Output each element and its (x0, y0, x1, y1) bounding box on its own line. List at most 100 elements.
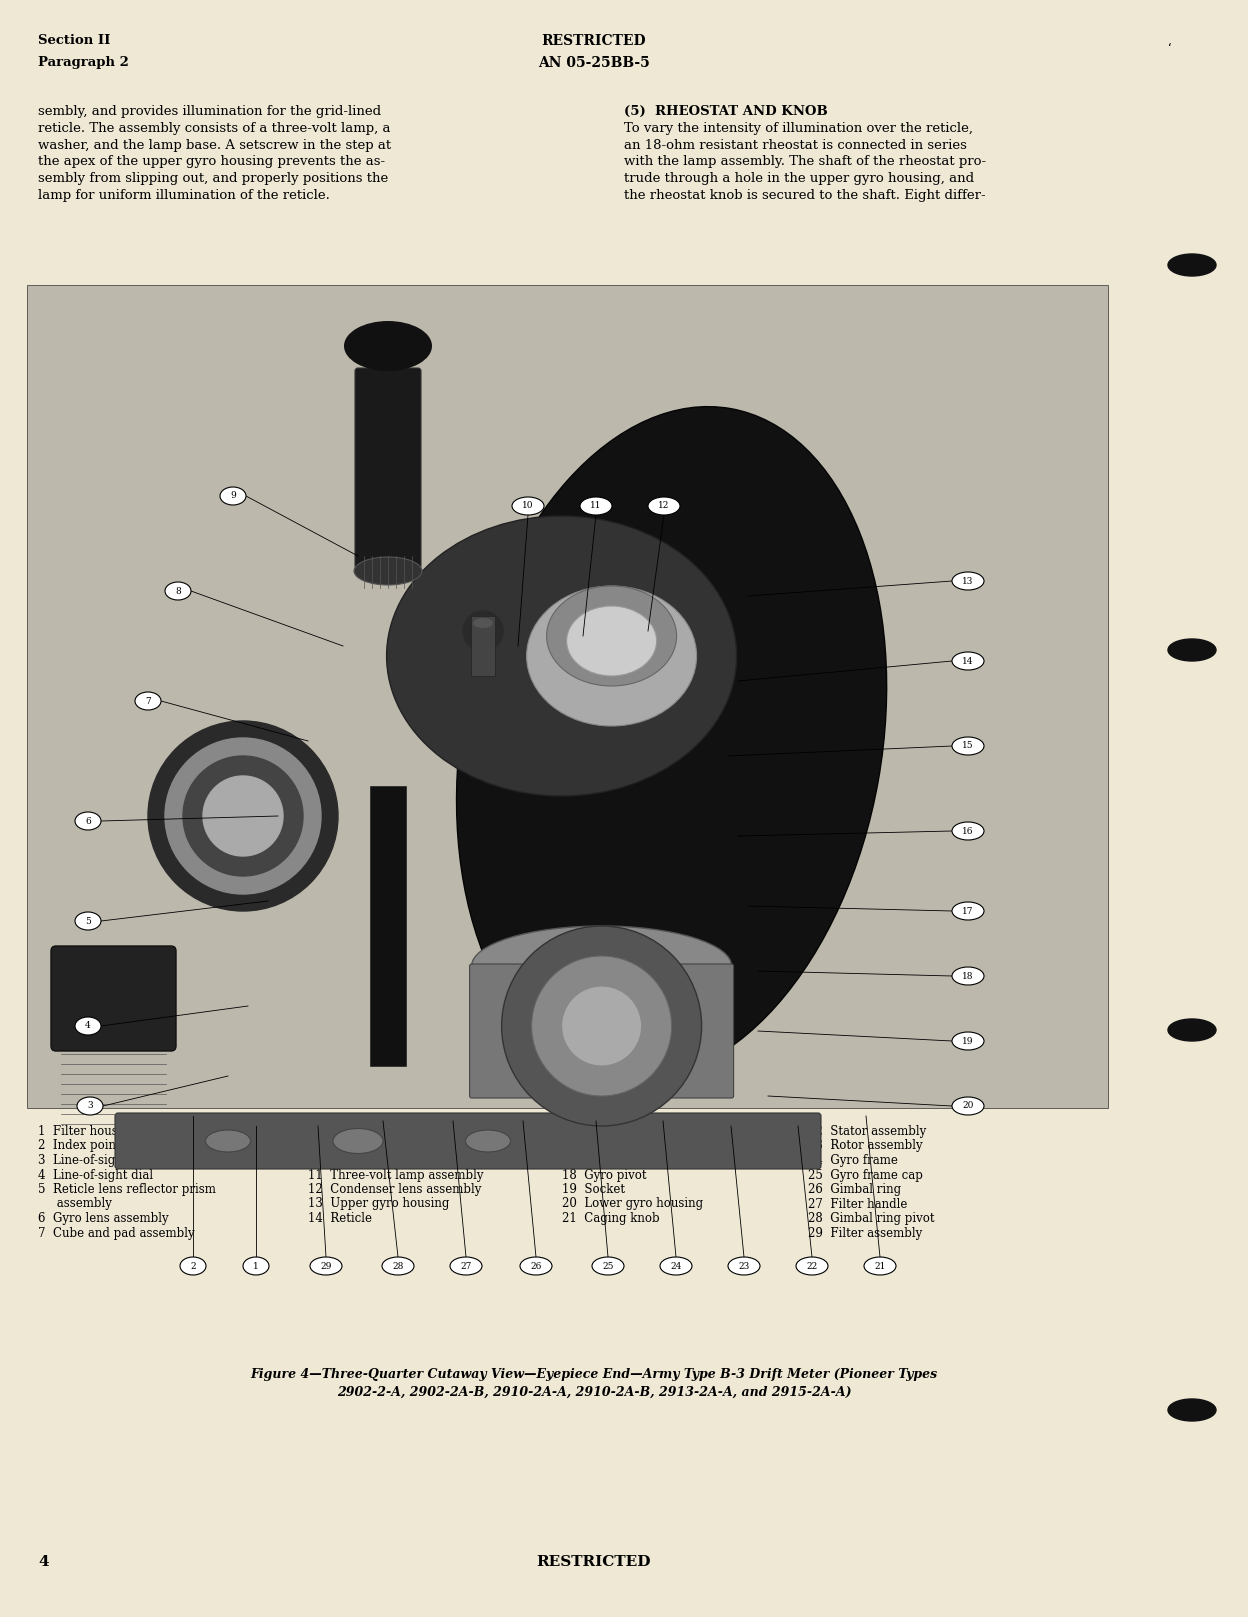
Text: 6: 6 (85, 817, 91, 826)
Ellipse shape (952, 902, 983, 920)
Ellipse shape (77, 1096, 104, 1116)
Text: 9: 9 (230, 492, 236, 501)
Text: 2902-2-A, 2902-2A-B, 2910-2A-A, 2910-2A-B, 2913-2A-A, and 2915-2A-A): 2902-2-A, 2902-2A-B, 2910-2A-A, 2910-2A-… (337, 1386, 851, 1399)
Bar (27, 286, 1108, 1108)
Text: reticle. The assembly consists of a three-volt lamp, a: reticle. The assembly consists of a thre… (37, 121, 391, 134)
Text: 12  Condenser lens assembly: 12 Condenser lens assembly (308, 1184, 482, 1197)
Text: (5)  RHEOSTAT AND KNOB: (5) RHEOSTAT AND KNOB (624, 105, 832, 118)
Text: 16  Erection system assembly: 16 Erection system assembly (562, 1140, 739, 1153)
Text: 13: 13 (962, 577, 973, 585)
Text: 27: 27 (461, 1261, 472, 1271)
Ellipse shape (354, 556, 422, 585)
Ellipse shape (75, 1017, 101, 1035)
Text: Figure 4—Three-Quarter Cutaway View—Eyepiece End—Army Type B-3 Drift Meter (Pion: Figure 4—Three-Quarter Cutaway View—Eyep… (251, 1368, 937, 1381)
Ellipse shape (532, 956, 671, 1096)
Text: 7  Cube and pad assembly: 7 Cube and pad assembly (37, 1227, 195, 1240)
Text: 21  Caging knob: 21 Caging knob (562, 1213, 660, 1226)
Ellipse shape (660, 1256, 691, 1274)
Ellipse shape (864, 1256, 896, 1274)
Ellipse shape (344, 322, 432, 370)
Text: assembly: assembly (37, 1198, 112, 1211)
Text: 3: 3 (87, 1101, 92, 1111)
Circle shape (149, 721, 338, 910)
Text: 7: 7 (145, 697, 151, 705)
Ellipse shape (387, 516, 736, 796)
Text: 16: 16 (962, 826, 973, 836)
Ellipse shape (952, 572, 983, 590)
Text: sembly from slipping out, and properly positions the: sembly from slipping out, and properly p… (37, 171, 388, 186)
Ellipse shape (580, 496, 612, 514)
Text: 27  Filter handle: 27 Filter handle (807, 1198, 907, 1211)
Ellipse shape (333, 1129, 383, 1153)
Text: 10  Rheostat knob: 10 Rheostat knob (308, 1155, 417, 1167)
Ellipse shape (473, 618, 493, 627)
Text: 17  Gyro switch: 17 Gyro switch (562, 1155, 655, 1167)
Text: 19  Socket: 19 Socket (562, 1184, 625, 1197)
Ellipse shape (466, 1130, 510, 1151)
Bar (470, 616, 495, 676)
Text: AN 05-25BB-5: AN 05-25BB-5 (538, 57, 650, 70)
Text: 8  Ocular housing holder: 8 Ocular housing holder (308, 1125, 456, 1138)
Text: lamp for uniform illumination of the reticle.: lamp for uniform illumination of the ret… (37, 189, 329, 202)
Text: 18  Gyro pivot: 18 Gyro pivot (562, 1169, 646, 1182)
Text: 25  Gyro frame cap: 25 Gyro frame cap (807, 1169, 922, 1182)
Ellipse shape (382, 1256, 414, 1274)
Ellipse shape (220, 487, 246, 505)
Text: 22  Stator assembly: 22 Stator assembly (807, 1125, 926, 1138)
Text: RESTRICTED: RESTRICTED (537, 1556, 651, 1568)
Text: 19: 19 (962, 1036, 973, 1046)
Text: 9  1X eyepiece assembly: 9 1X eyepiece assembly (308, 1140, 454, 1153)
Ellipse shape (952, 1096, 983, 1116)
Text: 5  Reticle lens reflector prism: 5 Reticle lens reflector prism (37, 1184, 216, 1197)
Text: RESTRICTED: RESTRICTED (542, 34, 646, 49)
Ellipse shape (243, 1256, 270, 1274)
Text: 18: 18 (962, 972, 973, 980)
Text: 10: 10 (522, 501, 534, 511)
Text: 6  Gyro lens assembly: 6 Gyro lens assembly (37, 1213, 168, 1226)
Text: 14: 14 (962, 657, 973, 666)
Text: 5: 5 (85, 917, 91, 925)
Bar (369, 786, 406, 1066)
Text: 26: 26 (530, 1261, 542, 1271)
Ellipse shape (527, 585, 696, 726)
Text: 3  Line-of-sight control handle: 3 Line-of-sight control handle (37, 1155, 217, 1167)
Ellipse shape (728, 1256, 760, 1274)
Ellipse shape (75, 912, 101, 930)
Text: 20: 20 (962, 1101, 973, 1111)
Text: 11: 11 (590, 501, 602, 511)
Ellipse shape (648, 496, 680, 514)
Ellipse shape (952, 967, 983, 985)
Ellipse shape (180, 1256, 206, 1274)
Ellipse shape (1168, 254, 1216, 277)
Text: 26  Gimbal ring: 26 Gimbal ring (807, 1184, 901, 1197)
Ellipse shape (796, 1256, 827, 1274)
Text: trude through a hole in the upper gyro housing, and: trude through a hole in the upper gyro h… (624, 171, 975, 186)
Text: 29: 29 (321, 1261, 332, 1271)
Text: 23  Rotor assembly: 23 Rotor assembly (807, 1140, 922, 1153)
Text: 15  Gyro prism: 15 Gyro prism (562, 1125, 651, 1138)
Circle shape (203, 776, 283, 855)
Ellipse shape (952, 821, 983, 839)
Text: 2: 2 (190, 1261, 196, 1271)
Ellipse shape (592, 1256, 624, 1274)
Text: 20  Lower gyro housing: 20 Lower gyro housing (562, 1198, 703, 1211)
Ellipse shape (502, 927, 701, 1125)
Text: 11  Three-volt lamp assembly: 11 Three-volt lamp assembly (308, 1169, 483, 1182)
Text: Section II: Section II (37, 34, 110, 47)
Ellipse shape (457, 406, 886, 1080)
Ellipse shape (75, 812, 101, 830)
Ellipse shape (1168, 1399, 1216, 1421)
Text: 24  Gyro frame: 24 Gyro frame (807, 1155, 897, 1167)
Ellipse shape (952, 1032, 983, 1049)
Ellipse shape (952, 652, 983, 669)
Text: 1  Filter housing: 1 Filter housing (37, 1125, 136, 1138)
Text: the rheostat knob is secured to the shaft. Eight differ-: the rheostat knob is secured to the shaf… (624, 189, 986, 202)
Text: 8: 8 (175, 587, 181, 595)
Text: 12: 12 (658, 501, 670, 511)
Text: 13  Upper gyro housing: 13 Upper gyro housing (308, 1198, 449, 1211)
Text: 22: 22 (806, 1261, 817, 1271)
Ellipse shape (472, 927, 731, 1006)
Ellipse shape (952, 737, 983, 755)
Ellipse shape (1168, 1019, 1216, 1041)
Ellipse shape (206, 1130, 251, 1151)
